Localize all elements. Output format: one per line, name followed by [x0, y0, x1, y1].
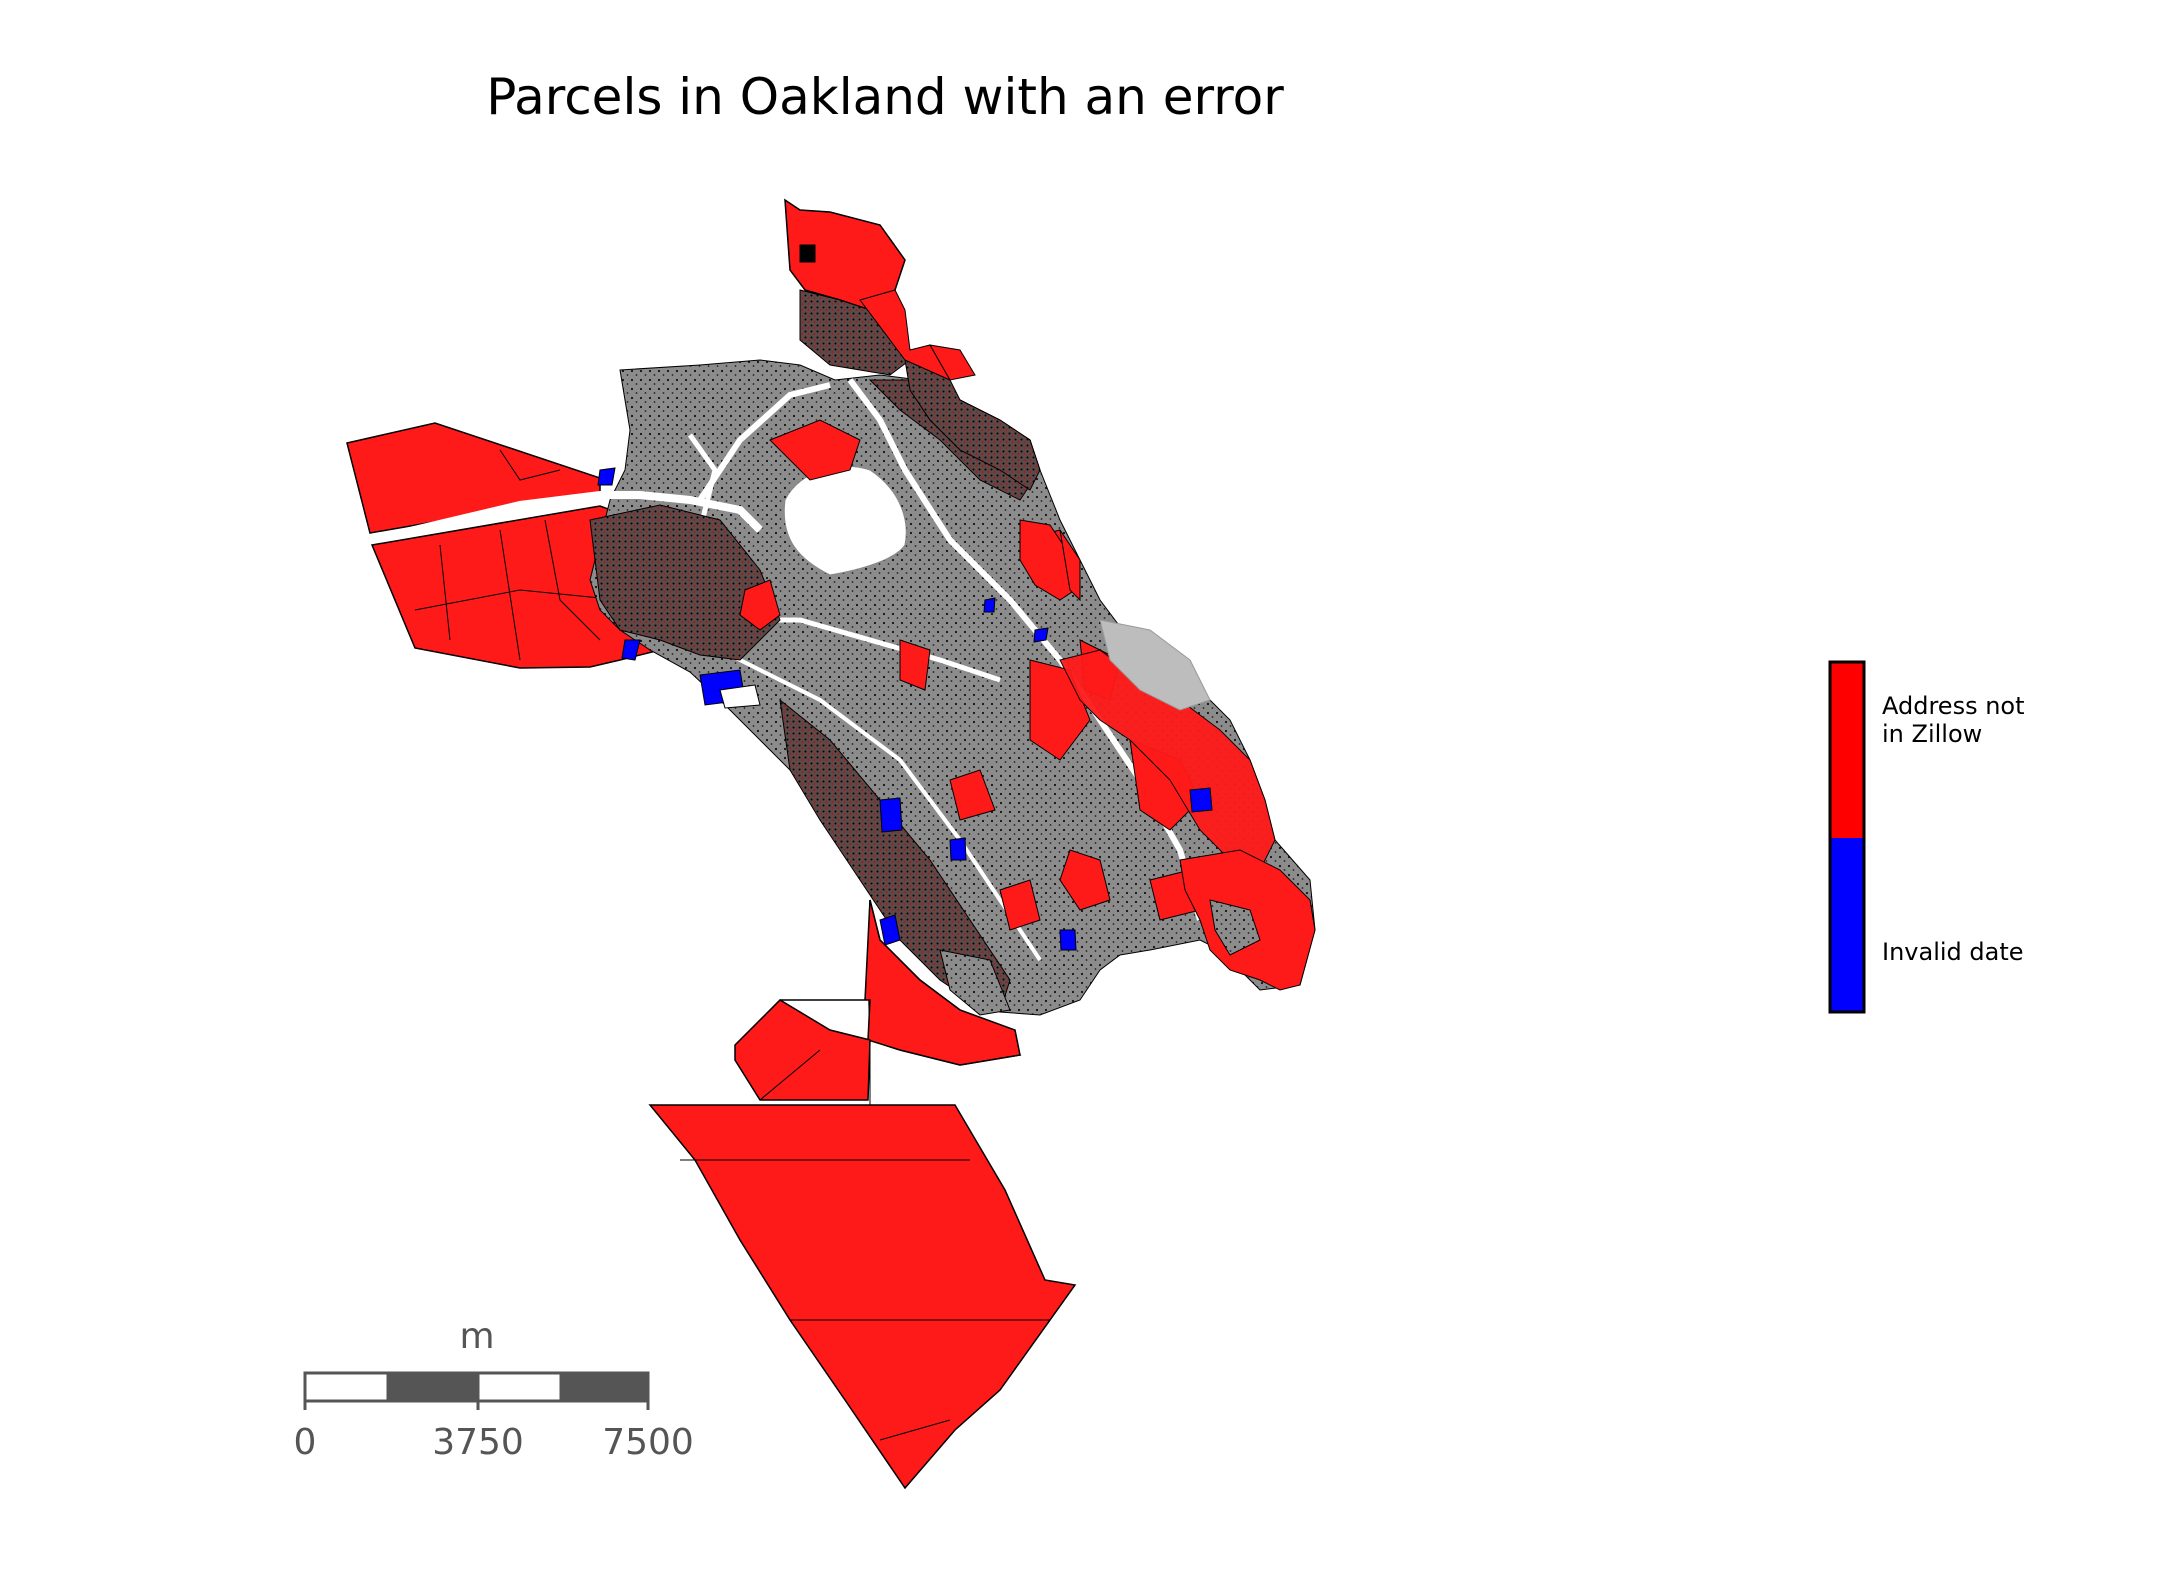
urban-core-parcels [371, 359, 1316, 1016]
scale-unit-label: m [459, 1316, 495, 1357]
scale-tick-label-2: 7500 [602, 1422, 694, 1463]
scale-tick-label-0: 0 [293, 1422, 317, 1463]
north-hills-parcels [784, 198, 1081, 602]
legend-swatch-address-not-in-zillow [1830, 662, 1864, 838]
legend-frame [1828, 660, 1866, 1014]
legend [1828, 660, 1866, 1014]
freeway-980 [697, 382, 831, 502]
legend-label-invalid-date: Invalid date [1882, 938, 2024, 966]
map-title: Parcels in Oakland with an error [486, 68, 1284, 126]
scale-tick-label-1: 3750 [432, 1422, 524, 1463]
bridge-approach [371, 491, 763, 544]
legend-swatch-invalid-date [1830, 838, 1864, 1012]
legend-label-address-not-in-zillow: Address not in Zillow [1882, 692, 2025, 748]
scale-bar [303, 1371, 650, 1410]
south-airport-parcels [648, 899, 1077, 1490]
